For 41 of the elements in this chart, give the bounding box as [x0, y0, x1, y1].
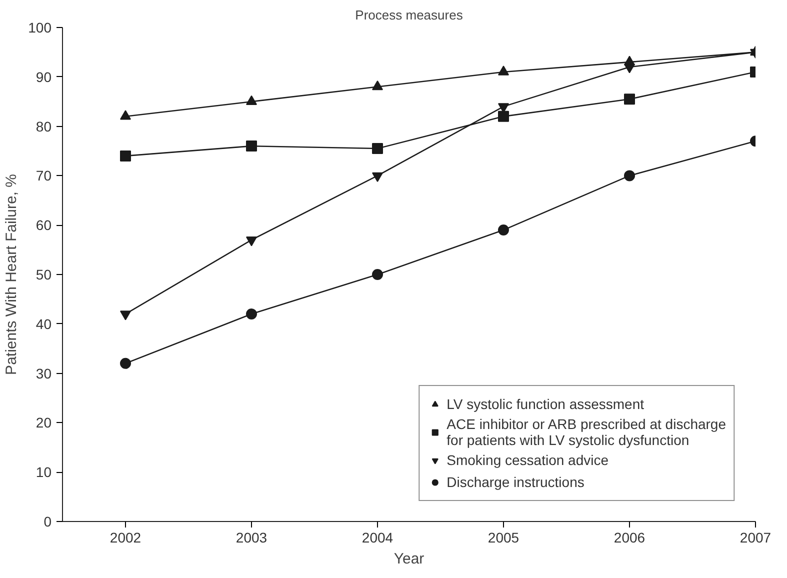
y-tick-label: 30	[36, 365, 52, 382]
point	[120, 150, 131, 162]
point	[624, 94, 635, 105]
y-tick-label: 100	[28, 20, 52, 36]
legend-label: ACE inhibitor or ARB prescribed at discharge for patients with LV systolic dysfunction	[446, 416, 726, 448]
legend-label: LV systolic function assessment	[446, 396, 644, 412]
x-tick-label: 2005	[488, 530, 520, 546]
point	[498, 110, 509, 122]
point	[246, 308, 257, 320]
y-tick-label: 80	[36, 118, 52, 134]
y-tick-label: 60	[36, 217, 52, 234]
point	[498, 66, 509, 76]
point	[372, 143, 383, 154]
y-tick-label: 70	[36, 168, 52, 184]
point	[246, 95, 257, 105]
x-tick-label: 2006	[614, 530, 646, 546]
point	[246, 140, 257, 152]
point	[372, 80, 383, 90]
y-axis-title: Patients With Heart Failure, %	[3, 174, 20, 375]
y-tick-label: 20	[36, 414, 52, 431]
point	[246, 236, 257, 246]
point	[498, 224, 509, 236]
x-tick-label: 2007	[740, 530, 772, 546]
x-tick-label: 2003	[236, 530, 268, 546]
point	[120, 110, 131, 120]
x-tick-label: 2004	[362, 530, 394, 546]
point	[624, 170, 635, 182]
y-tick-label: 0	[44, 514, 52, 530]
y-tick-label: 50	[36, 266, 52, 282]
point	[120, 358, 131, 369]
legend-label: Smoking cessation advice	[446, 452, 609, 468]
point	[372, 172, 383, 182]
y-tick-label: 40	[36, 316, 52, 332]
y-tick-label: 90	[36, 68, 52, 85]
y-tick-label: 10	[36, 464, 52, 480]
legend-label: Discharge instructions	[446, 474, 584, 490]
point	[120, 310, 131, 320]
chart-title: Process measures	[355, 8, 464, 22]
x-axis-title: Year	[394, 550, 424, 568]
point	[372, 269, 383, 280]
x-tick-label: 2002	[110, 530, 142, 546]
